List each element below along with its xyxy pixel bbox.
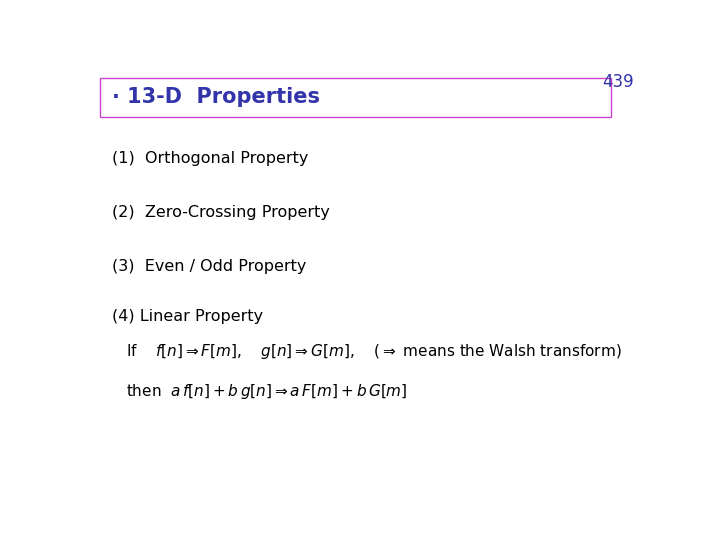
Text: · 13-D  Properties: · 13-D Properties bbox=[112, 87, 320, 107]
FancyBboxPatch shape bbox=[100, 78, 611, 117]
Text: 439: 439 bbox=[603, 73, 634, 91]
Text: (1)  Orthogonal Property: (1) Orthogonal Property bbox=[112, 151, 309, 166]
Text: If    $f[n] \Rightarrow F[m]$,    $g[n] \Rightarrow G[m]$,    ($\Rightarrow$ mea: If $f[n] \Rightarrow F[m]$, $g[n] \Right… bbox=[126, 342, 622, 361]
Text: (3)  Even / Odd Property: (3) Even / Odd Property bbox=[112, 259, 307, 274]
Text: then  $a\,f[n] + b\,g[n] \Rightarrow a\,F[m] + b\,G[m]$: then $a\,f[n] + b\,g[n] \Rightarrow a\,F… bbox=[126, 382, 408, 401]
Text: (2)  Zero-Crossing Property: (2) Zero-Crossing Property bbox=[112, 205, 330, 220]
Text: (4) Linear Property: (4) Linear Property bbox=[112, 309, 264, 324]
